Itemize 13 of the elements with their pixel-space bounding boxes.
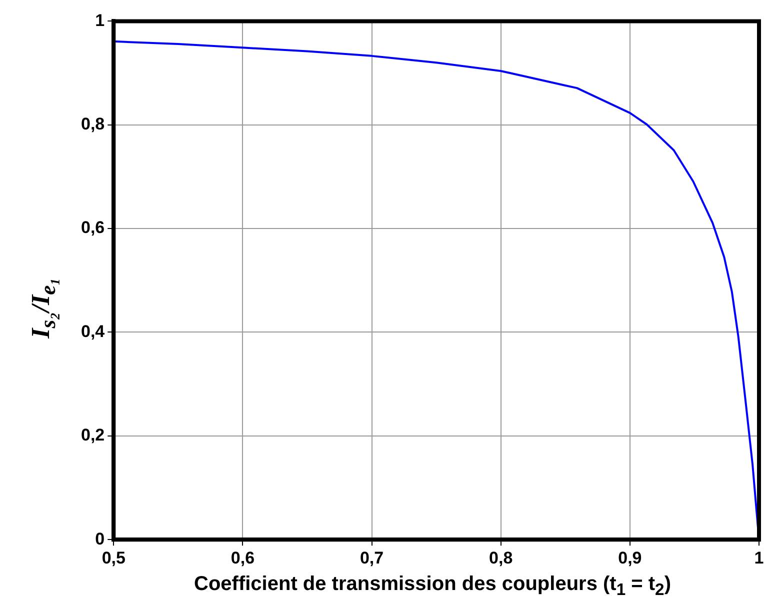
y-tick-label: 0,2 <box>80 426 105 445</box>
x-tick-label: 0,9 <box>618 548 642 568</box>
y-tick-label: 0 <box>95 529 105 548</box>
y-tick-label: 0,4 <box>80 322 106 341</box>
y-tick-label: 0,8 <box>80 114 105 134</box>
x-tick-label: 0,7 <box>360 548 384 568</box>
x-tick-label: 0,6 <box>230 548 255 568</box>
y-tick-label: 1 <box>95 10 105 30</box>
x-tick-label: 0,8 <box>489 548 513 568</box>
y-tick-label: 0,6 <box>80 218 105 238</box>
x-axis-title: Coefficient de transmission des coupleurs (t$_{1}$ = t$_{2}$) <box>193 573 672 600</box>
x-tick-label: 1 <box>754 548 764 568</box>
x-tick-label: 0,5 <box>102 548 126 568</box>
